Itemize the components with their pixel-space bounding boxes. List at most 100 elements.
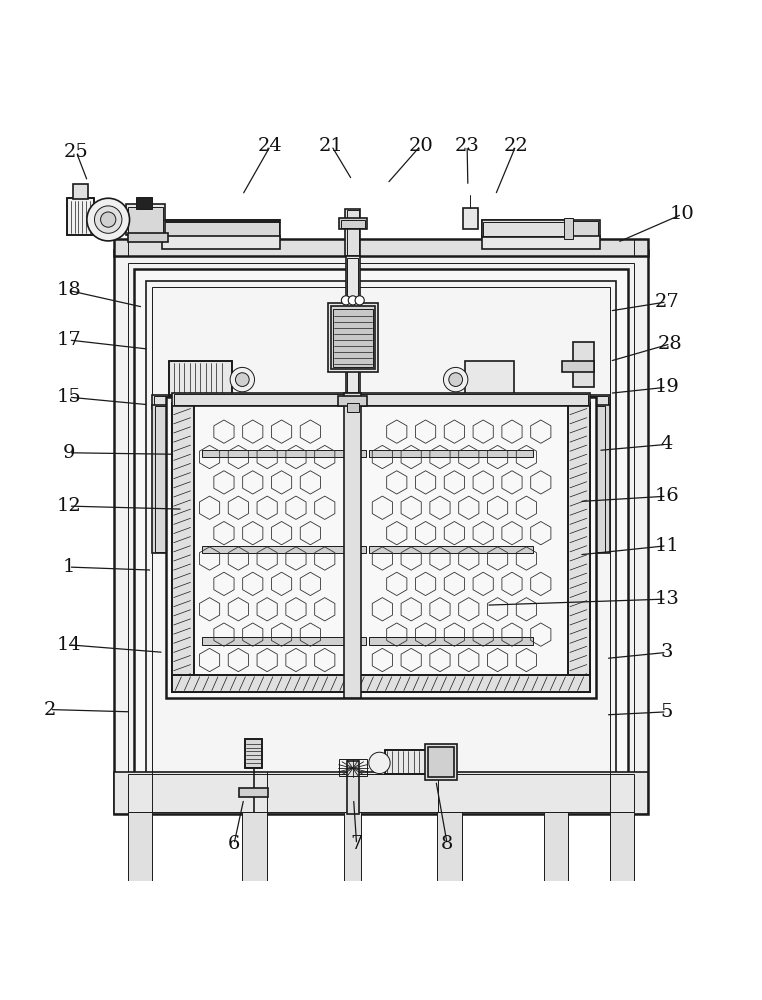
Bar (67, 198, 94, 235)
Text: 7: 7 (351, 835, 363, 853)
Bar (562, 361, 594, 372)
Bar (164, 221, 279, 239)
Bar (344, 393, 361, 698)
Circle shape (369, 752, 390, 774)
Text: 4: 4 (661, 435, 673, 453)
Bar (333, 309, 373, 367)
Text: 16: 16 (655, 487, 679, 505)
Bar (166, 397, 596, 698)
Bar (345, 209, 360, 256)
Bar (202, 637, 366, 645)
Bar (341, 220, 365, 228)
Bar (172, 675, 590, 692)
Bar (573, 342, 594, 387)
Text: 22: 22 (504, 137, 528, 155)
Bar (128, 263, 634, 801)
Bar (385, 750, 427, 774)
Text: 5: 5 (661, 703, 673, 721)
Text: 9: 9 (62, 444, 75, 462)
Bar (134, 269, 628, 795)
Bar (483, 221, 598, 239)
Text: 6: 6 (228, 835, 240, 853)
Bar (169, 361, 232, 395)
Text: 2: 2 (43, 701, 56, 719)
Bar (67, 198, 94, 235)
Bar (154, 396, 608, 407)
Bar (369, 637, 533, 645)
Text: 23: 23 (455, 137, 479, 155)
Circle shape (449, 373, 463, 386)
Bar (328, 303, 378, 372)
Bar (128, 774, 634, 812)
Bar (126, 204, 165, 235)
Bar (339, 759, 367, 776)
Bar (482, 220, 600, 239)
Bar (202, 546, 366, 553)
Circle shape (230, 367, 255, 392)
Text: 24: 24 (258, 137, 283, 155)
Bar (564, 218, 573, 239)
Bar (128, 239, 634, 256)
Bar (347, 761, 359, 814)
Bar (347, 210, 359, 256)
Bar (172, 675, 590, 692)
Bar (128, 812, 152, 881)
Bar (169, 361, 232, 395)
Bar (172, 403, 590, 692)
Bar (465, 361, 514, 395)
Circle shape (355, 296, 364, 305)
Text: 25: 25 (64, 143, 88, 161)
Bar (172, 403, 194, 692)
Bar (369, 450, 533, 457)
Bar (239, 788, 268, 797)
Bar (245, 739, 262, 768)
Bar (568, 403, 590, 692)
Bar (134, 269, 628, 795)
Circle shape (443, 367, 468, 392)
Bar (369, 546, 533, 553)
Text: 27: 27 (655, 293, 679, 311)
Bar (610, 812, 634, 881)
Circle shape (348, 296, 357, 305)
Bar (568, 403, 590, 692)
Bar (338, 396, 367, 406)
Bar (172, 403, 194, 692)
Bar (483, 222, 572, 236)
Circle shape (101, 212, 116, 227)
Bar (128, 233, 168, 242)
Bar (172, 393, 590, 406)
Bar (594, 406, 605, 552)
Bar (245, 739, 262, 768)
Bar (155, 406, 166, 552)
Bar (128, 207, 163, 233)
Bar (136, 197, 152, 209)
Bar (344, 812, 361, 881)
Bar (202, 450, 366, 457)
Bar (428, 747, 454, 777)
Text: 12: 12 (56, 497, 81, 515)
Bar (346, 256, 360, 698)
Bar (347, 403, 359, 412)
Bar (593, 405, 610, 553)
Text: 8: 8 (441, 835, 453, 853)
Text: 14: 14 (56, 636, 81, 654)
Bar (242, 812, 267, 881)
Bar (425, 744, 457, 780)
Circle shape (94, 206, 122, 233)
Bar (114, 239, 648, 256)
Bar (385, 750, 427, 774)
Bar (152, 405, 169, 553)
Bar (463, 208, 478, 229)
Text: 3: 3 (661, 643, 673, 661)
Bar (437, 812, 462, 881)
Bar (544, 812, 568, 881)
Bar (114, 772, 648, 814)
Circle shape (87, 198, 130, 241)
Circle shape (341, 296, 351, 305)
Bar (339, 218, 367, 229)
Bar (174, 394, 588, 405)
Bar (152, 287, 610, 778)
Bar (162, 236, 280, 249)
Text: 15: 15 (56, 388, 81, 406)
Text: 11: 11 (655, 537, 679, 555)
